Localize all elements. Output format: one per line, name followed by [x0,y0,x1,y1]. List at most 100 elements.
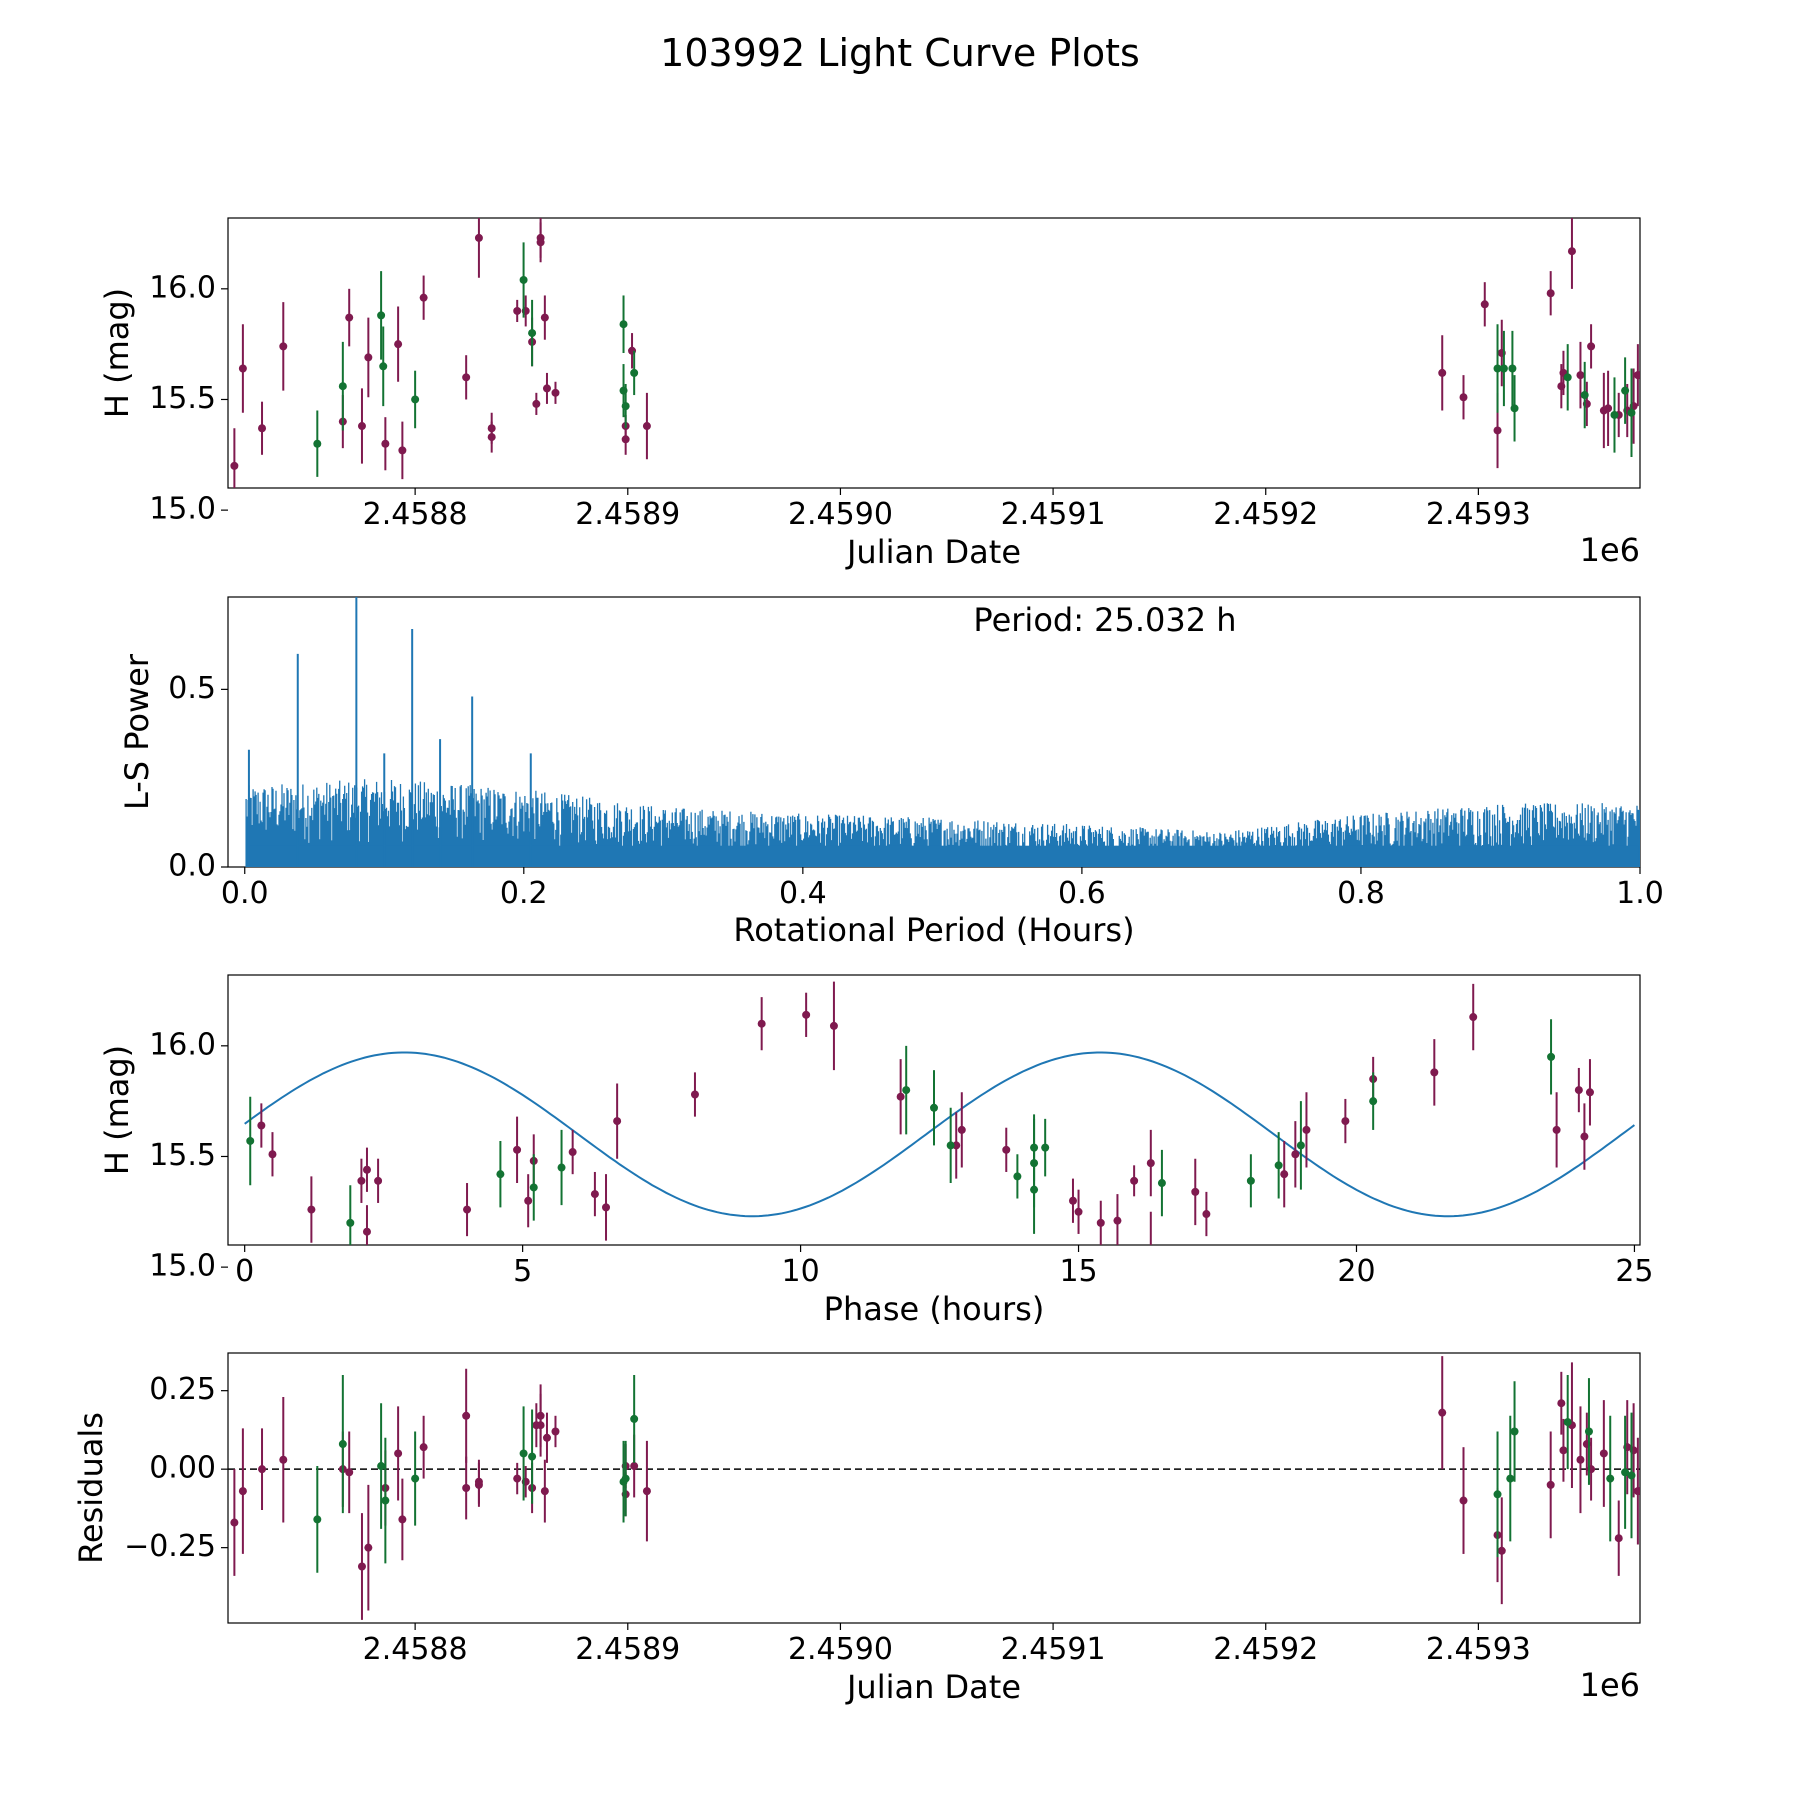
data-point [1580,1132,1589,1141]
plot-area [228,1356,1640,1620]
series-red-filter [230,218,1640,488]
series-red-filter [230,1356,1640,1620]
data-point [1068,1196,1077,1205]
data-point [1191,1187,1200,1196]
x-tick-labels: 2.4588 2.4589 2.4590 2.4591 2.4592 2.4593 [363,1623,1531,1667]
y-tick-label: 0.25 [149,1372,216,1407]
data-point [1574,1086,1583,1095]
x-tick-label: 2.4592 [1213,497,1318,532]
series-green-filter [313,242,1636,477]
data-point [542,384,551,393]
data-point [1438,368,1447,377]
data-point [246,1136,255,1145]
x-tick-labels: 2.4588 2.4589 2.4590 2.4591 2.4592 2.4593 [363,488,1531,532]
data-point [1559,1446,1568,1455]
x-tick-label: 0.0 [221,876,269,911]
figure-title: 103992 Light Curve Plots [660,31,1140,75]
y-tick-labels: −0.25 0.00 0.25 [124,1372,228,1564]
period-annotation: Period: 25.032 h [973,601,1236,639]
data-point [957,1125,966,1134]
data-point [258,1465,267,1474]
data-point [381,1496,390,1505]
data-point [540,313,549,322]
data-point [238,1487,247,1496]
data-point [602,1203,611,1212]
data-point [1369,1097,1378,1106]
data-marks [228,1356,1640,1620]
x-tick-label: 1.0 [1616,876,1664,911]
x-tick-label: 15 [1059,1254,1097,1289]
data-point [551,1427,560,1436]
data-point [642,422,651,431]
data-point [1633,1487,1640,1496]
data-point [362,1165,371,1174]
data-point [642,1487,651,1496]
data-point [542,1433,551,1442]
data-point [257,1121,266,1130]
data-point [1506,1474,1515,1483]
data-point [1576,1455,1585,1464]
y-tick-label: 15.5 [149,381,216,416]
data-point [896,1092,905,1101]
y-tick-label: 0.0 [168,849,216,884]
data-point [338,1440,347,1449]
data-point [1130,1176,1139,1185]
data-point [829,1021,838,1030]
data-point [1510,1427,1519,1436]
data-point [757,1019,766,1028]
data-point [1627,1471,1636,1480]
x-tick-label: 2.4588 [363,497,468,532]
data-point [528,1452,537,1461]
data-point [474,1480,483,1489]
data-point [802,1010,811,1019]
data-point [1096,1218,1105,1227]
data-point [394,1449,403,1458]
data-point [364,353,373,362]
data-point [1552,1125,1561,1134]
data-point [1610,410,1619,419]
x-tick-label: 0.8 [1337,876,1385,911]
y-tick-label: 16.0 [149,270,216,305]
data-point [1302,1125,1311,1134]
data-point [1493,364,1502,373]
data-point [1459,393,1468,402]
data-point [1621,386,1630,395]
data-point [519,275,528,284]
y-tick-label: 16.0 [149,1027,216,1062]
data-point [345,1468,354,1477]
data-point [536,238,545,247]
data-point [630,368,639,377]
panel-light-curve: 15.015.516.02.4588 2.4589 2.4590 2.4591 2.45… [98,217,1641,571]
data-point [1002,1145,1011,1154]
data-point [930,1103,938,1112]
data-point [1291,1150,1300,1159]
y-tick-label: −0.25 [124,1529,216,1564]
data-point [613,1117,622,1126]
data-point [1469,1013,1478,1022]
x-tick-label: 2.4590 [788,497,893,532]
x-axis-label: Rotational Period (Hours) [733,911,1134,949]
data-point [1599,1449,1608,1458]
x-tick-label: 2.4588 [363,1632,468,1667]
data-point [279,1455,288,1464]
plot-frame [227,1352,1641,1624]
data-point [1013,1172,1022,1181]
data-point [1493,1490,1502,1499]
data-point [630,1414,639,1423]
data-point [381,439,390,448]
data-point [1563,1418,1572,1427]
data-point [411,1474,420,1483]
data-point [1030,1143,1039,1152]
data-point [1580,391,1589,400]
data-point [1202,1210,1211,1219]
data-point [532,399,541,408]
y-axis-label: Residuals [72,1412,110,1564]
data-point [529,1183,538,1192]
x-tick-label: 0.2 [500,876,548,911]
data-point [364,1543,373,1552]
data-point [398,446,407,455]
data-point [411,395,420,404]
plot-frame [227,974,1641,1246]
plot-area [245,597,1640,867]
series-green-filter [246,1019,1556,1245]
